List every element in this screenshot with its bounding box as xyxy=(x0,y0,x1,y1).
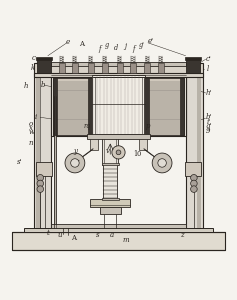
Circle shape xyxy=(191,180,197,187)
Text: c: c xyxy=(31,54,35,61)
Text: l: l xyxy=(206,65,209,74)
Bar xyxy=(90,199,130,207)
Circle shape xyxy=(71,159,79,167)
Text: i: i xyxy=(34,112,37,121)
Bar xyxy=(186,58,201,73)
Circle shape xyxy=(37,186,44,192)
Bar xyxy=(197,73,201,228)
Circle shape xyxy=(191,175,197,181)
Bar xyxy=(24,228,213,233)
Text: v: v xyxy=(106,147,110,155)
Text: z: z xyxy=(180,231,184,239)
Bar xyxy=(72,63,78,73)
Text: f: f xyxy=(132,45,134,53)
Text: h: h xyxy=(23,82,28,90)
Text: h': h' xyxy=(205,89,212,97)
Text: 9: 9 xyxy=(206,127,211,135)
Text: f: f xyxy=(98,45,100,53)
Bar xyxy=(34,63,203,77)
Text: a: a xyxy=(110,231,114,239)
Text: n: n xyxy=(29,140,33,147)
Bar xyxy=(92,75,145,135)
Bar xyxy=(144,63,150,73)
Bar xyxy=(139,140,147,150)
Bar xyxy=(130,63,136,73)
Text: w: w xyxy=(28,128,34,136)
Text: x: x xyxy=(29,124,33,132)
Circle shape xyxy=(65,153,85,173)
Circle shape xyxy=(37,180,44,187)
Bar xyxy=(117,63,123,73)
Circle shape xyxy=(112,146,125,159)
Bar xyxy=(53,78,93,135)
Bar xyxy=(185,57,201,60)
Text: e: e xyxy=(66,38,70,46)
Bar xyxy=(36,73,40,228)
Bar xyxy=(90,140,98,150)
Circle shape xyxy=(158,159,166,167)
Text: s: s xyxy=(96,231,99,239)
Bar xyxy=(55,96,56,228)
Bar xyxy=(144,78,184,135)
Text: q': q' xyxy=(205,122,212,130)
Text: g: g xyxy=(105,41,109,50)
Text: i': i' xyxy=(206,118,210,126)
Bar xyxy=(59,63,65,73)
Bar xyxy=(51,62,186,66)
Bar xyxy=(95,77,142,134)
Text: rq: rq xyxy=(84,122,91,130)
Bar xyxy=(88,78,92,135)
Text: d: d xyxy=(114,44,118,52)
Bar xyxy=(100,206,121,214)
Bar xyxy=(88,63,94,73)
Bar xyxy=(180,78,184,135)
Text: b': b' xyxy=(205,113,212,122)
Bar xyxy=(103,164,117,200)
Bar xyxy=(13,232,224,250)
Bar xyxy=(51,76,186,136)
Bar xyxy=(51,224,186,228)
Text: g': g' xyxy=(139,41,145,50)
Bar xyxy=(144,78,149,135)
Bar xyxy=(158,63,164,73)
Bar xyxy=(36,162,52,176)
Bar xyxy=(36,57,52,60)
Circle shape xyxy=(191,186,197,192)
Text: 10: 10 xyxy=(133,150,141,158)
Bar xyxy=(102,135,118,165)
Text: A: A xyxy=(71,234,76,242)
Circle shape xyxy=(116,150,121,155)
Bar xyxy=(87,134,150,140)
Text: m: m xyxy=(123,236,129,244)
Bar xyxy=(101,163,119,165)
Bar xyxy=(101,198,119,200)
Text: e': e' xyxy=(148,37,154,45)
Bar xyxy=(53,78,57,135)
Bar xyxy=(186,73,203,228)
Text: t: t xyxy=(46,229,49,237)
Text: o: o xyxy=(29,120,33,128)
Text: j: j xyxy=(124,42,126,50)
Text: u: u xyxy=(58,231,62,239)
Bar xyxy=(102,63,108,73)
Bar xyxy=(34,73,51,228)
Text: A: A xyxy=(79,40,84,47)
Text: b: b xyxy=(41,80,45,88)
Text: p: p xyxy=(146,122,150,130)
Circle shape xyxy=(37,175,44,181)
Circle shape xyxy=(152,153,172,173)
Text: y: y xyxy=(74,147,78,155)
Bar xyxy=(36,58,51,73)
Text: s': s' xyxy=(17,158,23,166)
Text: c': c' xyxy=(206,55,211,63)
Text: k: k xyxy=(31,64,35,72)
Bar xyxy=(185,162,201,176)
